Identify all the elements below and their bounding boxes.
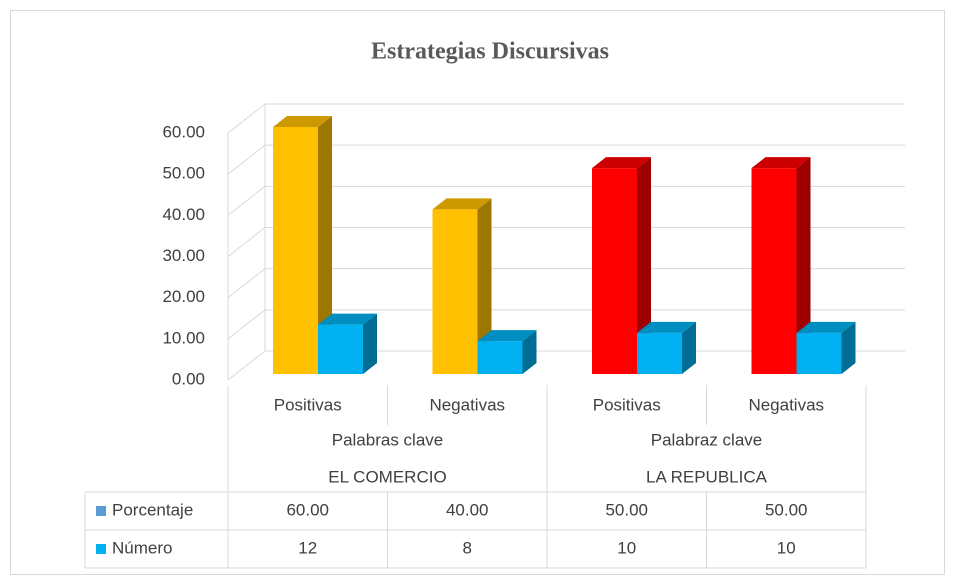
grid-line [227, 268, 266, 299]
bar-top [273, 116, 332, 127]
bar-front [751, 168, 797, 374]
y-tick-label: 10.00 [162, 328, 205, 347]
x-tick-label: Negativas [748, 395, 824, 414]
grid-line [227, 144, 266, 175]
table-value: 10 [617, 538, 636, 557]
bar-top [796, 321, 856, 333]
bar [637, 321, 696, 374]
bar-front [796, 332, 842, 374]
bar-side [522, 330, 537, 374]
bar [432, 198, 492, 374]
grid-line [227, 103, 266, 134]
bar-side [637, 157, 651, 374]
legend-key [96, 506, 106, 516]
supergroup-label: LA REPUBLICA [646, 467, 768, 486]
y-tick-label: 30.00 [162, 246, 205, 265]
bar-front [318, 324, 363, 374]
chart-title: Estrategias Discursivas [371, 39, 609, 65]
bar-side [796, 157, 811, 374]
bar-top [477, 330, 537, 342]
bar [592, 157, 651, 374]
table-value: 12 [298, 538, 317, 557]
bar-front [273, 127, 318, 374]
bar [273, 116, 332, 374]
supergroup-label: EL COMERCIO [328, 467, 446, 486]
bar-side [682, 321, 696, 374]
bar [796, 321, 856, 374]
bar-front [477, 341, 523, 374]
bar-top [751, 157, 811, 169]
grid-line [227, 350, 266, 381]
table-value: 50.00 [605, 500, 648, 519]
bar-top [318, 313, 377, 325]
bar-side [841, 321, 856, 374]
bar-front [592, 168, 637, 374]
x-tick-label: Positivas [593, 395, 661, 414]
legend-label: Número [112, 538, 172, 557]
table-value: 8 [463, 538, 472, 557]
bar-front [432, 209, 478, 374]
y-tick-label: 60.00 [162, 122, 205, 141]
legend-label: Porcentaje [112, 500, 193, 519]
group-label: Palabraz clave [651, 430, 763, 449]
table-value: 60.00 [286, 500, 329, 519]
bar-top [637, 321, 696, 333]
grid-line [227, 309, 266, 340]
bar [751, 157, 811, 374]
bar [477, 330, 537, 374]
x-tick-label: Positivas [274, 395, 342, 414]
grid-line [227, 185, 266, 216]
bar-top [592, 157, 651, 169]
table-value: 40.00 [446, 500, 489, 519]
bar-front [637, 332, 682, 374]
group-label: Palabras clave [332, 430, 444, 449]
y-tick-label: 40.00 [162, 205, 205, 224]
legend-key [96, 544, 106, 554]
bar-side [477, 198, 492, 374]
y-tick-label: 50.00 [162, 164, 205, 183]
bar [318, 313, 377, 374]
bar-top [432, 198, 492, 210]
bar-side [318, 116, 332, 374]
y-tick-label: 20.00 [162, 287, 205, 306]
bar-side [363, 313, 377, 374]
grid-line [227, 227, 266, 257]
table-value: 50.00 [765, 500, 808, 519]
y-tick-label: 0.00 [172, 369, 205, 388]
x-tick-label: Negativas [429, 395, 505, 414]
table-value: 10 [777, 538, 796, 557]
